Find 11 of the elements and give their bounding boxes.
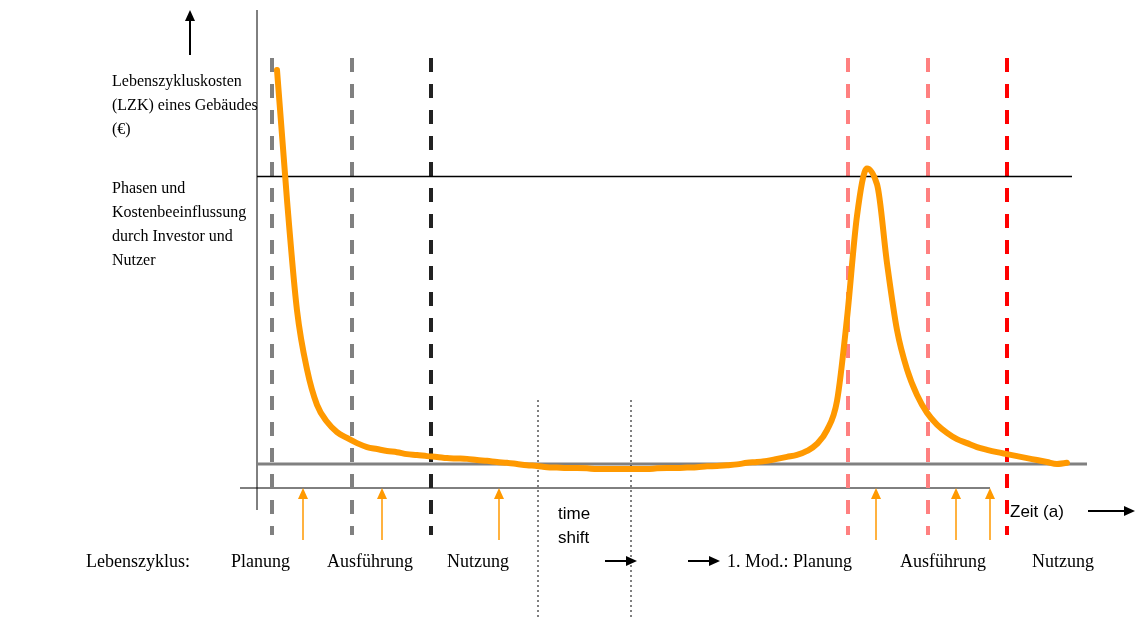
text: Nutzung (447, 551, 509, 571)
y-axis-title: Lebenszykluskosten (LZK) eines Gebäudes (€) (112, 72, 258, 138)
text: Planung (231, 551, 291, 571)
text: Ausführung (900, 551, 986, 571)
text: Nutzung (1032, 551, 1094, 571)
text: Ausführung (327, 551, 413, 571)
text: Phasen und Kostenbeeinflussung durch Investor und Nutzer (112, 179, 247, 268)
text: time shift (558, 504, 591, 547)
text: 1. Mod.: Planung (727, 551, 853, 571)
text: Lebenszyklus: (86, 551, 190, 571)
x-axis-title: Zeit (a) (1010, 502, 1064, 521)
